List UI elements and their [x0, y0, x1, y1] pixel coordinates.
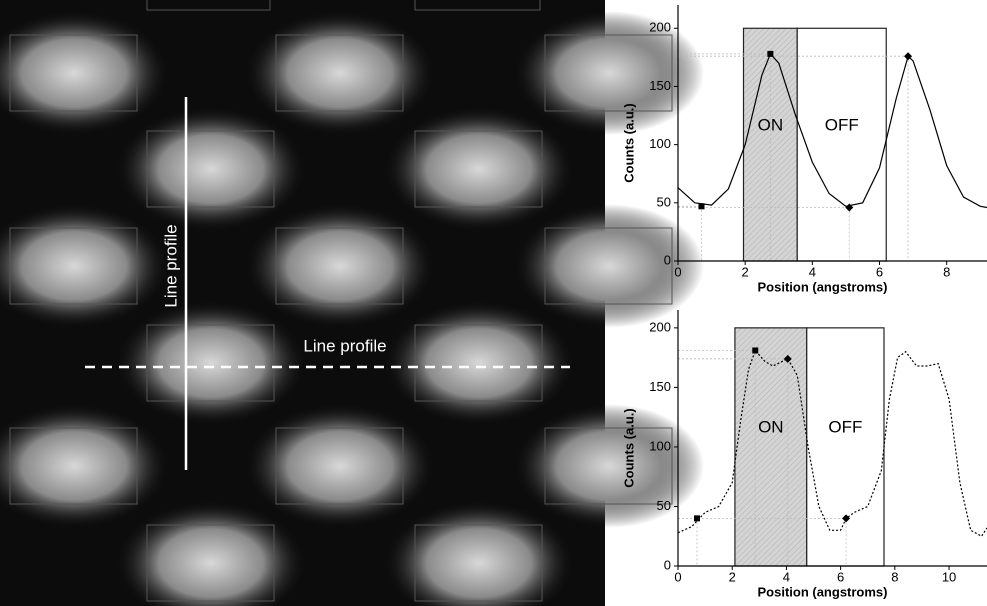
region-label: ON — [758, 417, 784, 436]
y-axis-title: Counts (a.u.) — [621, 103, 636, 182]
x-tick-label: 4 — [783, 569, 790, 584]
region-label: OFF — [828, 417, 862, 436]
y-tick-label: 0 — [664, 252, 671, 267]
blob — [116, 107, 306, 231]
x-axis-title: Position (angstroms) — [757, 584, 887, 599]
marker — [767, 51, 773, 57]
y-tick-label: 200 — [649, 319, 671, 334]
x-tick-label: 4 — [809, 264, 816, 279]
region — [807, 328, 884, 566]
y-tick-label: 150 — [649, 78, 671, 93]
micrograph — [0, 0, 704, 606]
x-tick-label: 8 — [943, 264, 950, 279]
marker — [752, 347, 758, 353]
x-axis-title: Position (angstroms) — [757, 279, 887, 294]
blob — [514, 11, 704, 135]
x-tick-label: 6 — [876, 264, 883, 279]
x-tick-label: 8 — [891, 569, 898, 584]
blob — [245, 404, 435, 528]
x-tick-label: 0 — [674, 264, 681, 279]
y-axis-title: Counts (a.u.) — [621, 408, 636, 487]
marker — [699, 203, 705, 209]
vertical-profile-label: Line profile — [161, 224, 180, 307]
marker — [694, 515, 700, 521]
y-tick-label: 0 — [664, 557, 671, 572]
figure: Line profile Line profile ONOFF050100150… — [0, 0, 987, 606]
blob — [384, 301, 574, 425]
horizontal-profile-label: Line profile — [303, 336, 386, 355]
blob — [245, 204, 435, 328]
y-tick-label: 100 — [649, 438, 671, 453]
y-tick-label: 50 — [657, 194, 671, 209]
x-tick-label: 10 — [942, 569, 956, 584]
y-tick-label: 50 — [657, 498, 671, 513]
region-label: OFF — [825, 116, 859, 135]
x-tick-label: 6 — [837, 569, 844, 584]
region — [797, 28, 886, 261]
blob — [245, 11, 435, 135]
y-tick-label: 200 — [649, 20, 671, 35]
x-tick-label: 0 — [674, 569, 681, 584]
y-tick-label: 150 — [649, 379, 671, 394]
blob — [514, 404, 704, 528]
y-tick-label: 100 — [649, 136, 671, 151]
region — [735, 328, 807, 566]
blob — [116, 301, 306, 425]
x-tick-label: 2 — [742, 264, 749, 279]
blob — [384, 107, 574, 231]
x-tick-label: 2 — [729, 569, 736, 584]
